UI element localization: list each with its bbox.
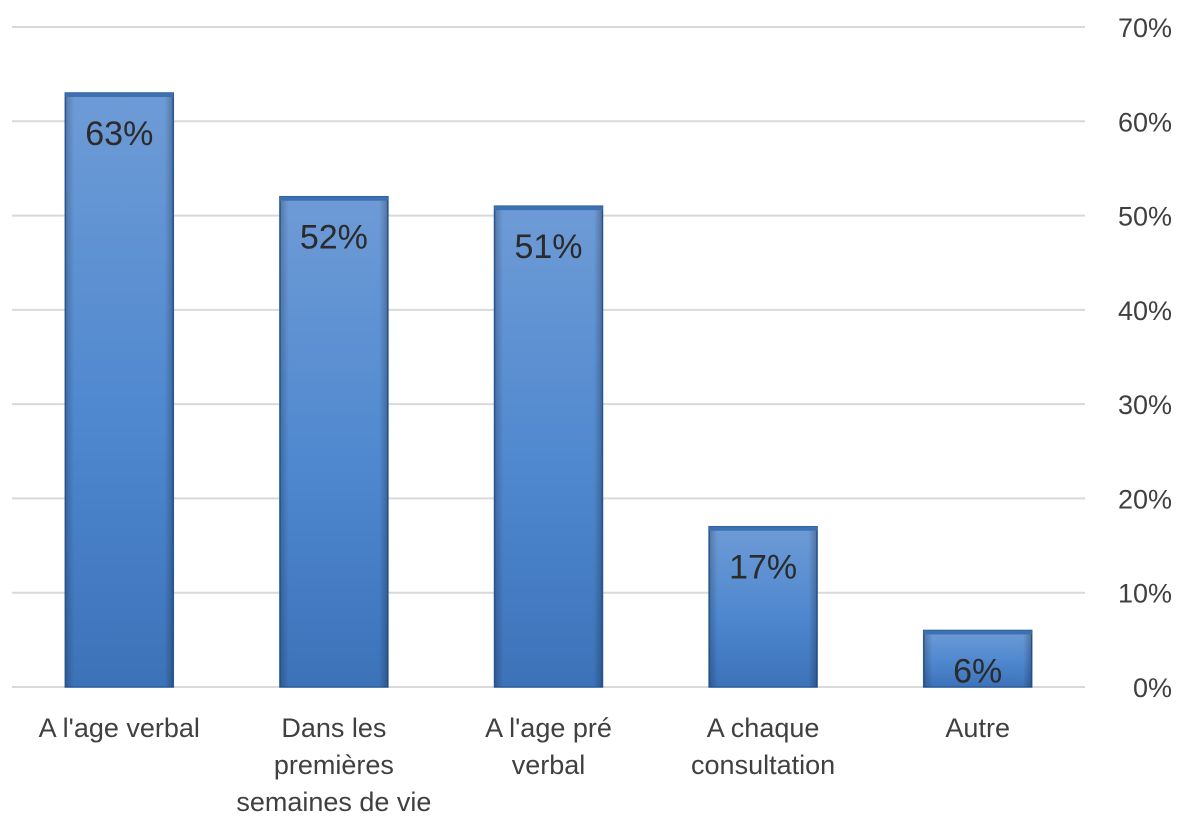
x-category-label: Dans les [281, 713, 386, 743]
y-tick-label: 0% [1133, 673, 1172, 703]
data-label: 52% [300, 219, 368, 257]
bar-shading [709, 526, 818, 687]
x-category-label: semaines de vie [236, 787, 431, 817]
data-labels: 63% 52% 51% 17% 6% [85, 115, 1002, 690]
x-category-label: consultation [691, 750, 835, 780]
x-category-label: A l'age verbal [39, 713, 200, 743]
x-category-label: verbal [512, 750, 586, 780]
bar-top-edge [494, 206, 603, 211]
y-tick-label: 40% [1118, 296, 1172, 326]
data-label: 17% [729, 549, 797, 587]
data-label: 6% [953, 652, 1002, 690]
bar [708, 525, 818, 688]
data-label: 63% [85, 115, 153, 153]
bar-top-edge [279, 196, 388, 201]
x-category-label: Autre [945, 713, 1010, 743]
bar [64, 92, 175, 688]
bar [279, 195, 389, 688]
x-axis: A l'age verbal Dans les premières semaines … [39, 713, 1010, 817]
bar-top-edge [709, 526, 818, 531]
y-tick-label: 10% [1118, 579, 1172, 609]
data-label: 51% [514, 228, 582, 266]
x-category-label: A chaque [707, 713, 820, 743]
bars [64, 92, 1033, 688]
bar-shading [923, 630, 1032, 687]
bar [922, 629, 1033, 688]
bar-top-edge [923, 630, 1032, 635]
y-tick-label: 70% [1118, 13, 1172, 43]
y-axis: 0% 10% 20% 30% 40% 50% 60% 70% [1118, 13, 1172, 703]
bar-shading [279, 196, 388, 687]
y-tick-label: 60% [1118, 107, 1172, 137]
bar-shading [494, 206, 603, 687]
bar-shading [65, 93, 174, 687]
bar [493, 205, 604, 688]
bar-top-edge [65, 93, 174, 97]
x-category-label: A l'age pré [485, 713, 612, 743]
y-tick-label: 30% [1118, 390, 1172, 420]
y-tick-label: 50% [1118, 202, 1172, 232]
y-tick-label: 20% [1118, 484, 1172, 514]
x-category-label: premières [274, 750, 394, 780]
